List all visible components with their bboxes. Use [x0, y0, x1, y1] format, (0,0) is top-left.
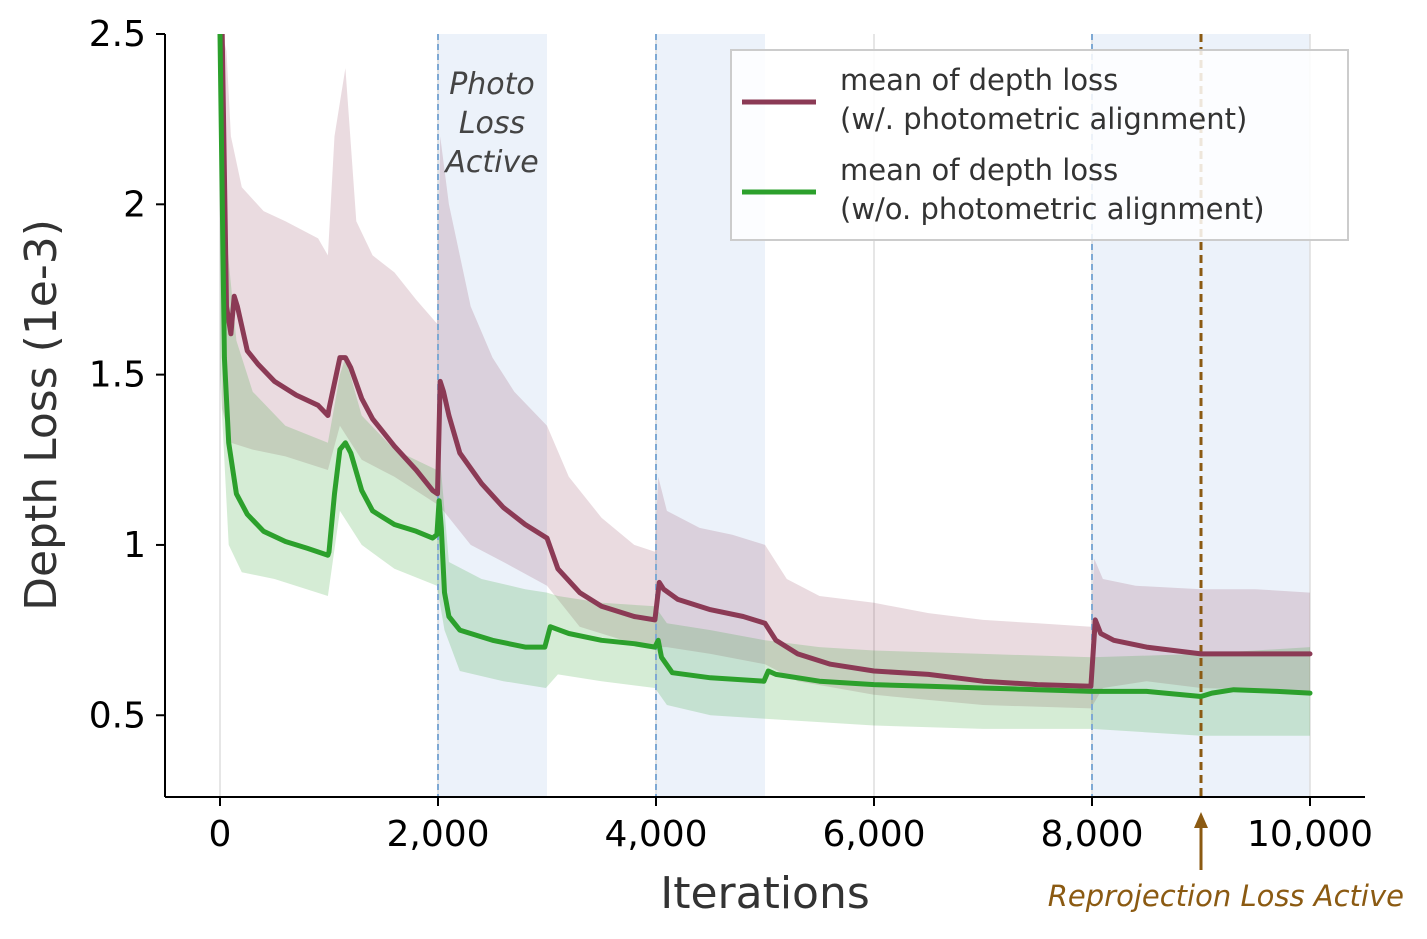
x-axis-title: Iterations [660, 868, 870, 919]
reprojection-label: Reprojection Loss Active [1048, 879, 1404, 913]
reprojection-arrow-head [1194, 812, 1208, 828]
x-tick-label-2: 4,000 [604, 814, 707, 855]
x-tick-label-3: 6,000 [822, 814, 925, 855]
legend-box [730, 49, 1349, 241]
series-mean-line-0 [219, 34, 1313, 689]
legend-label-without-alignment-1: mean of depth loss [840, 153, 1118, 187]
ticks: 0 2,000 4,000 6,000 8,000 10,000 0.5 1 1.5 2 2.5 [89, 14, 1373, 855]
legend-label-without-alignment-2: (w/o. photometric alignment) [840, 192, 1265, 226]
x-tick-label-1: 2,000 [386, 814, 489, 855]
x-tick-label-4: 8,000 [1040, 814, 1143, 855]
y-axis-title: Depth Loss (1e-3) [16, 219, 67, 611]
x-tick-label-5: 10,000 [1247, 814, 1373, 855]
photo-loss-line-2: Loss [459, 106, 525, 141]
legend-label-with-alignment-2: (w/. photometric alignment) [840, 102, 1247, 136]
mean-lines [217, 34, 1313, 699]
legend: mean of depth loss (w/. photometric alig… [730, 49, 1349, 241]
photo-loss-annotation: Photo Loss Active [443, 67, 538, 180]
x-tick-label-0: 0 [209, 814, 232, 855]
y-tick-label-4: 2.5 [89, 14, 146, 55]
y-tick-label-1: 1 [123, 525, 146, 566]
shaded-region-0 [438, 34, 547, 797]
series-mean-line-1 [217, 34, 1313, 699]
y-tick-label-2: 1.5 [89, 355, 146, 396]
photo-loss-line-1: Photo [449, 67, 535, 102]
photo-loss-line-3: Active [443, 145, 538, 180]
series-band-0 [222, 34, 1311, 709]
axes [164, 34, 1365, 798]
y-tick-label-0: 0.5 [89, 695, 146, 736]
legend-label-with-alignment-1: mean of depth loss [840, 63, 1118, 97]
y-tick-label-3: 2 [123, 184, 146, 225]
reprojection-annotation: Reprojection Loss Active [1048, 812, 1404, 913]
